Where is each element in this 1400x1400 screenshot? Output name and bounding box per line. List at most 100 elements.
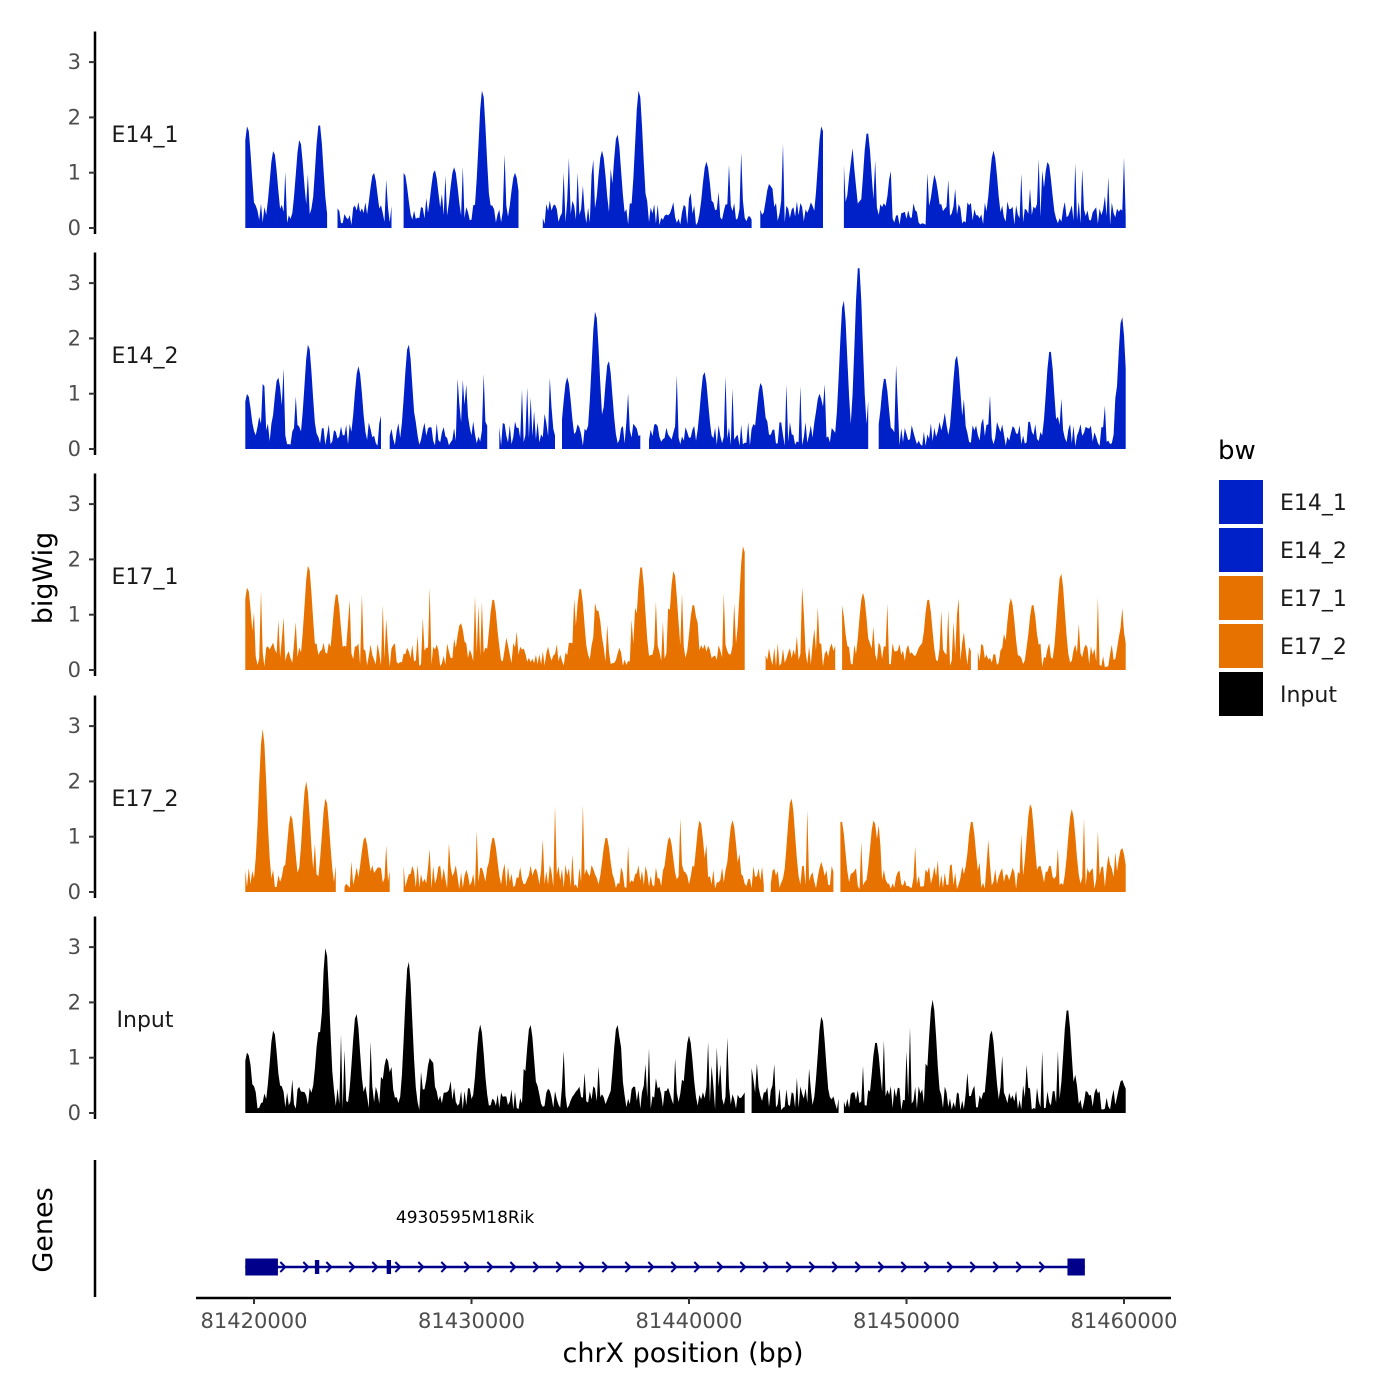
y-tick-label: 3 (68, 492, 81, 516)
strand-chevron (325, 1261, 333, 1273)
strand-chevron (716, 1261, 724, 1273)
genes-axis-title: Genes (28, 1187, 59, 1272)
y-tick-label: 0 (68, 437, 81, 461)
track-e14-2: 0 1 2 3 E14_2 (68, 252, 1126, 461)
signal-area-e14-1 (245, 90, 1126, 228)
strand-chevron (693, 1261, 701, 1273)
y-tick-label: 0 (68, 1101, 81, 1125)
track-label-e17-1: E17_1 (112, 565, 179, 590)
legend-item-e17-1: E17_1 (1219, 576, 1347, 620)
legend-item-e17-2: E17_2 (1219, 624, 1347, 668)
gene-exon (1067, 1258, 1085, 1276)
x-tick-label: 81430000 (418, 1309, 525, 1333)
strand-chevron (647, 1261, 655, 1273)
legend-title: bw (1218, 436, 1256, 466)
strand-chevron (670, 1261, 678, 1273)
strand-chevron (555, 1261, 563, 1273)
y-tick-label: 0 (68, 880, 81, 904)
legend-swatch (1219, 576, 1263, 620)
signal-area-e17-1 (245, 546, 1126, 670)
track-e17-2: 0 1 2 3 E17_2 (68, 695, 1126, 904)
y-tick-label: 2 (68, 105, 81, 129)
strand-chevron (624, 1261, 632, 1273)
legend-item-e14-1: E14_1 (1219, 480, 1347, 524)
strand-chevron (371, 1261, 379, 1273)
signal-area-input (245, 948, 1126, 1113)
y-tick-label: 1 (68, 382, 81, 406)
signal-area-e14-2 (245, 268, 1126, 449)
y-tick-label: 1 (68, 1046, 81, 1070)
gene-exon (314, 1260, 320, 1274)
y-tick-label: 3 (68, 714, 81, 738)
legend-item-input: Input (1219, 672, 1337, 716)
strand-chevron (394, 1261, 402, 1273)
strand-chevron (417, 1261, 425, 1273)
gene-exon (386, 1260, 392, 1274)
strand-chevron (877, 1261, 885, 1273)
y-tick-label: 0 (68, 658, 81, 682)
y-tick-label: 2 (68, 547, 81, 571)
track-input: 0 1 2 3 Input (68, 916, 1126, 1125)
y-tick-label: 2 (68, 326, 81, 350)
strand-chevron (463, 1261, 471, 1273)
y-tick-label: 1 (68, 603, 81, 627)
strand-chevron (785, 1261, 793, 1273)
strand-chevron (348, 1261, 356, 1273)
x-tick-label: 81460000 (1071, 1309, 1178, 1333)
strand-chevron (808, 1261, 816, 1273)
y-tick-label: 2 (68, 990, 81, 1014)
strand-chevron (992, 1261, 1000, 1273)
gene-exon (245, 1258, 278, 1276)
y-tick-label: 0 (68, 216, 81, 240)
gene-4930595m18rik: 4930595M18Rik (245, 1208, 1085, 1276)
strand-chevron (302, 1261, 310, 1273)
x-tick-label: 81450000 (853, 1309, 960, 1333)
y-tick-label: 3 (68, 935, 81, 959)
legend-label: E14_2 (1280, 539, 1347, 564)
track-label-input: Input (117, 1008, 174, 1033)
x-tick-label: 81420000 (201, 1309, 308, 1333)
strand-chevron (578, 1261, 586, 1273)
track-e17-1: 0 1 2 3 E17_1 (68, 473, 1126, 682)
strand-chevron (440, 1261, 448, 1273)
legend-label: Input (1280, 683, 1337, 708)
strand-chevron (739, 1261, 747, 1273)
strand-chevron (900, 1261, 908, 1273)
x-axis-title: chrX position (bp) (562, 1338, 803, 1369)
strand-chevron (923, 1261, 931, 1273)
legend-label: E17_2 (1280, 635, 1347, 660)
legend-label: E14_1 (1280, 491, 1347, 516)
legend-swatch (1219, 672, 1263, 716)
y-axis-title: bigWig (28, 532, 59, 625)
y-tick-label: 3 (68, 50, 81, 74)
strand-chevron (509, 1261, 517, 1273)
track-label-e17-2: E17_2 (112, 787, 179, 812)
strand-chevron (1015, 1261, 1023, 1273)
legend-swatch (1219, 624, 1263, 668)
gene-name-label: 4930595M18Rik (396, 1208, 535, 1228)
strand-chevron (532, 1261, 540, 1273)
track-label-e14-1: E14_1 (112, 123, 179, 148)
strand-chevron (854, 1261, 862, 1273)
strand-chevron (762, 1261, 770, 1273)
track-label-e14-2: E14_2 (112, 344, 179, 369)
y-tick-label: 2 (68, 769, 81, 793)
y-tick-label: 1 (68, 161, 81, 185)
y-tick-label: 1 (68, 825, 81, 849)
legend-swatch (1219, 528, 1263, 572)
strand-chevron (1038, 1261, 1046, 1273)
strand-chevron (601, 1261, 609, 1273)
legend-item-e14-2: E14_2 (1219, 528, 1347, 572)
track-e14-1: 0 1 2 3 E14_1 (68, 31, 1126, 240)
signal-area-e17-2 (245, 728, 1126, 892)
strand-chevron (279, 1261, 287, 1273)
strand-chevron (831, 1261, 839, 1273)
y-tick-label: 3 (68, 271, 81, 295)
strand-chevron (486, 1261, 494, 1273)
legend-swatch (1219, 480, 1263, 524)
legend-label: E17_1 (1280, 587, 1347, 612)
strand-chevron (946, 1261, 954, 1273)
x-tick-label: 81440000 (636, 1309, 743, 1333)
strand-chevron (969, 1261, 977, 1273)
